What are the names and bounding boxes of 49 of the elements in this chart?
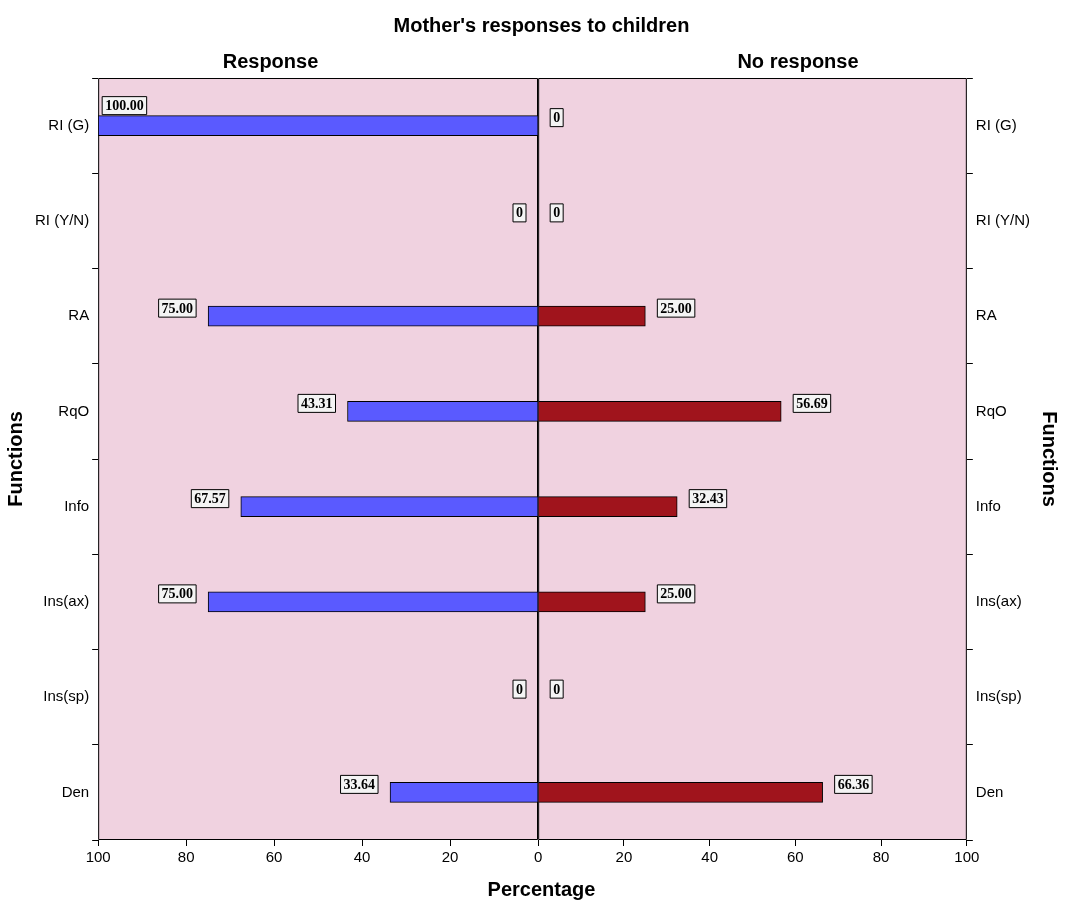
data-label: 33.64	[343, 776, 376, 792]
x-tick-label: 40	[353, 848, 371, 866]
y-tick-label: RqO	[58, 401, 90, 419]
x-tick-label: 80	[872, 848, 890, 866]
data-label: 0	[553, 110, 560, 126]
y-tick-label: RqO	[975, 401, 1007, 419]
y-tick-label: RI (Y/N)	[975, 211, 1030, 229]
y-tick-label: Info	[975, 496, 1001, 514]
y-tick-label: Ins(ax)	[43, 592, 90, 610]
data-label: 0	[553, 681, 560, 697]
data-label: 0	[516, 681, 523, 697]
chart-subtitle: Response	[222, 49, 319, 72]
x-tick-label: 100	[85, 848, 111, 866]
data-label: 75.00	[161, 586, 194, 602]
y-axis-title: Functions	[1039, 411, 1062, 507]
y-tick-label: RA	[975, 306, 997, 324]
chart-title: Mother's responses to children	[392, 14, 691, 37]
y-tick-label: RI (Y/N)	[34, 211, 90, 229]
data-label: 56.69	[796, 395, 828, 411]
y-tick-label: RI (G)	[975, 115, 1017, 133]
y-tick-label: Den	[61, 782, 90, 800]
data-label: 100.00	[105, 98, 144, 114]
y-tick-label: Ins(sp)	[975, 687, 1022, 705]
data-label: 32.43	[692, 491, 724, 507]
y-tick-label: RI (G)	[48, 115, 90, 133]
x-tick-label: 100	[954, 848, 980, 866]
y-tick-label: Ins(ax)	[975, 592, 1022, 610]
y-tick-label: RA	[68, 306, 90, 324]
y-axis-title: Functions	[3, 411, 26, 507]
x-tick-label: 40	[701, 848, 718, 866]
data-label: 25.00	[660, 586, 692, 602]
data-label: 0	[553, 205, 560, 221]
data-label: 43.31	[301, 395, 333, 411]
y-tick-label: Ins(sp)	[43, 687, 90, 705]
data-label: 66.36	[837, 776, 869, 792]
y-tick-label: Den	[975, 782, 1004, 800]
x-axis-title: Percentage	[486, 878, 597, 901]
x-tick-label: 20	[615, 848, 633, 866]
data-label: 75.00	[161, 300, 194, 316]
data-label: 67.57	[194, 491, 226, 507]
x-tick-label: 60	[265, 848, 283, 866]
x-tick-label: 0	[533, 848, 543, 866]
chart-subtitle: No response	[737, 49, 859, 72]
x-tick-label: 60	[786, 848, 804, 866]
y-tick-label: Info	[64, 496, 90, 514]
x-tick-label: 20	[441, 848, 459, 866]
data-label: 25.00	[660, 300, 692, 316]
data-label: 0	[516, 205, 523, 221]
x-tick-label: 80	[177, 848, 195, 866]
